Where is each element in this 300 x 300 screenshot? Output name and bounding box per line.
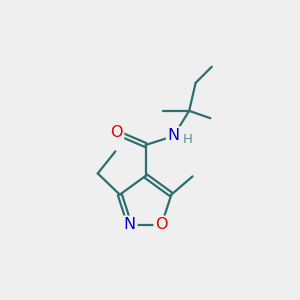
Text: O: O [110, 125, 122, 140]
Text: N: N [168, 128, 180, 143]
Text: N: N [124, 218, 136, 232]
Text: H: H [183, 133, 193, 146]
Text: O: O [155, 218, 168, 232]
